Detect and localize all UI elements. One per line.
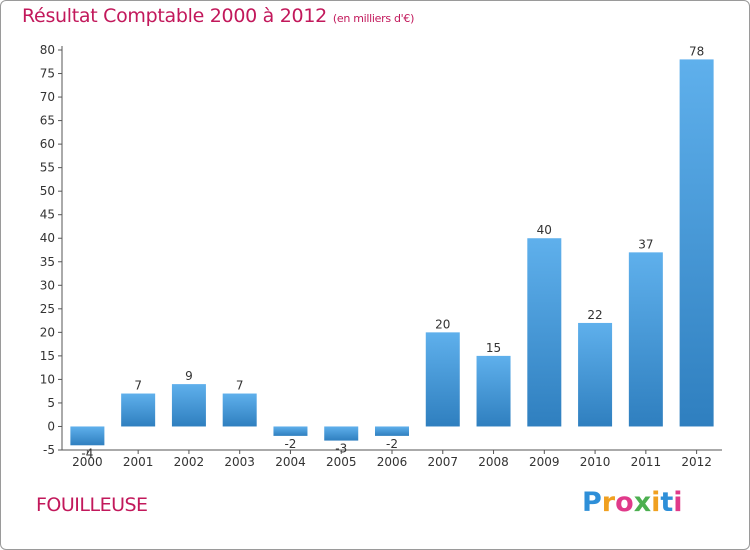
data-label: 15 (486, 341, 501, 355)
logo-letter: t (660, 487, 674, 518)
data-label: -3 (335, 442, 347, 456)
x-tick-label: 2008 (478, 455, 509, 469)
y-tick-label: 15 (40, 349, 55, 363)
bar (425, 332, 460, 427)
chart-title: Résultat Comptable 2000 à 2012 (en millie… (22, 5, 414, 27)
bar (578, 322, 613, 427)
x-tick-label: 2005 (326, 455, 357, 469)
data-label: -4 (81, 446, 93, 460)
bar (121, 393, 156, 427)
y-tick-label: 20 (40, 325, 55, 339)
y-tick-label: 60 (40, 137, 55, 151)
logo-letter: i (651, 487, 661, 518)
y-tick-label: 30 (40, 278, 55, 292)
x-tick-label: 2011 (631, 455, 662, 469)
data-label: 7 (134, 379, 142, 393)
y-tick-label: 55 (40, 161, 55, 175)
data-label: 20 (435, 317, 450, 331)
y-tick-label: 70 (40, 90, 55, 104)
title-unit: (en milliers d'€) (332, 12, 415, 25)
x-tick-label: 2002 (174, 455, 205, 469)
y-tick-label: 35 (40, 255, 55, 269)
data-label: 22 (587, 308, 602, 322)
y-tick-label: 25 (40, 302, 55, 316)
x-tick-label: 2012 (681, 455, 712, 469)
data-label: 9 (185, 369, 193, 383)
bar (70, 426, 105, 446)
bar (476, 355, 511, 427)
y-tick-label: 5 (47, 396, 55, 410)
y-tick-label: 10 (40, 372, 55, 386)
bar (527, 238, 562, 427)
logo-letter: r (601, 487, 616, 518)
data-label: -2 (284, 437, 296, 451)
data-label: 40 (537, 223, 552, 237)
title-text: Résultat Comptable 2000 à 2012 (22, 5, 327, 27)
x-tick-label: 2009 (529, 455, 560, 469)
bar (375, 426, 409, 436)
x-tick-label: 2003 (224, 455, 255, 469)
data-label: -2 (386, 437, 398, 451)
x-tick-label: 2000 (72, 455, 103, 469)
data-label: 7 (236, 379, 244, 393)
x-tick-label: 2010 (580, 455, 611, 469)
x-tick-label: 2007 (427, 455, 458, 469)
logo-letter: P (582, 487, 602, 518)
proxiti-logo[interactable]: Proxiti (582, 487, 683, 518)
data-label: 37 (638, 237, 653, 251)
logo-letter: x (633, 487, 652, 518)
city-name: FOUILLEUSE (36, 494, 148, 516)
bar (222, 393, 257, 427)
logo-letter: o (615, 487, 634, 518)
x-tick-label: 2006 (377, 455, 408, 469)
y-tick-label: 40 (40, 231, 55, 245)
x-tick-label: 2004 (275, 455, 306, 469)
y-tick-label: 50 (40, 184, 55, 198)
logo-letter: i (673, 487, 683, 518)
x-tick-label: 2001 (123, 455, 154, 469)
bar (679, 59, 714, 427)
bar (324, 426, 359, 441)
y-tick-label: 65 (40, 114, 55, 128)
bar (273, 426, 308, 436)
y-tick-label: 75 (40, 67, 55, 81)
y-tick-label: 80 (40, 43, 55, 57)
y-tick-label: 0 (47, 419, 55, 433)
bar (171, 384, 206, 427)
y-tick-label: 45 (40, 208, 55, 222)
bar (628, 252, 663, 427)
y-tick-label: -5 (43, 443, 55, 457)
data-label: 78 (689, 44, 704, 58)
